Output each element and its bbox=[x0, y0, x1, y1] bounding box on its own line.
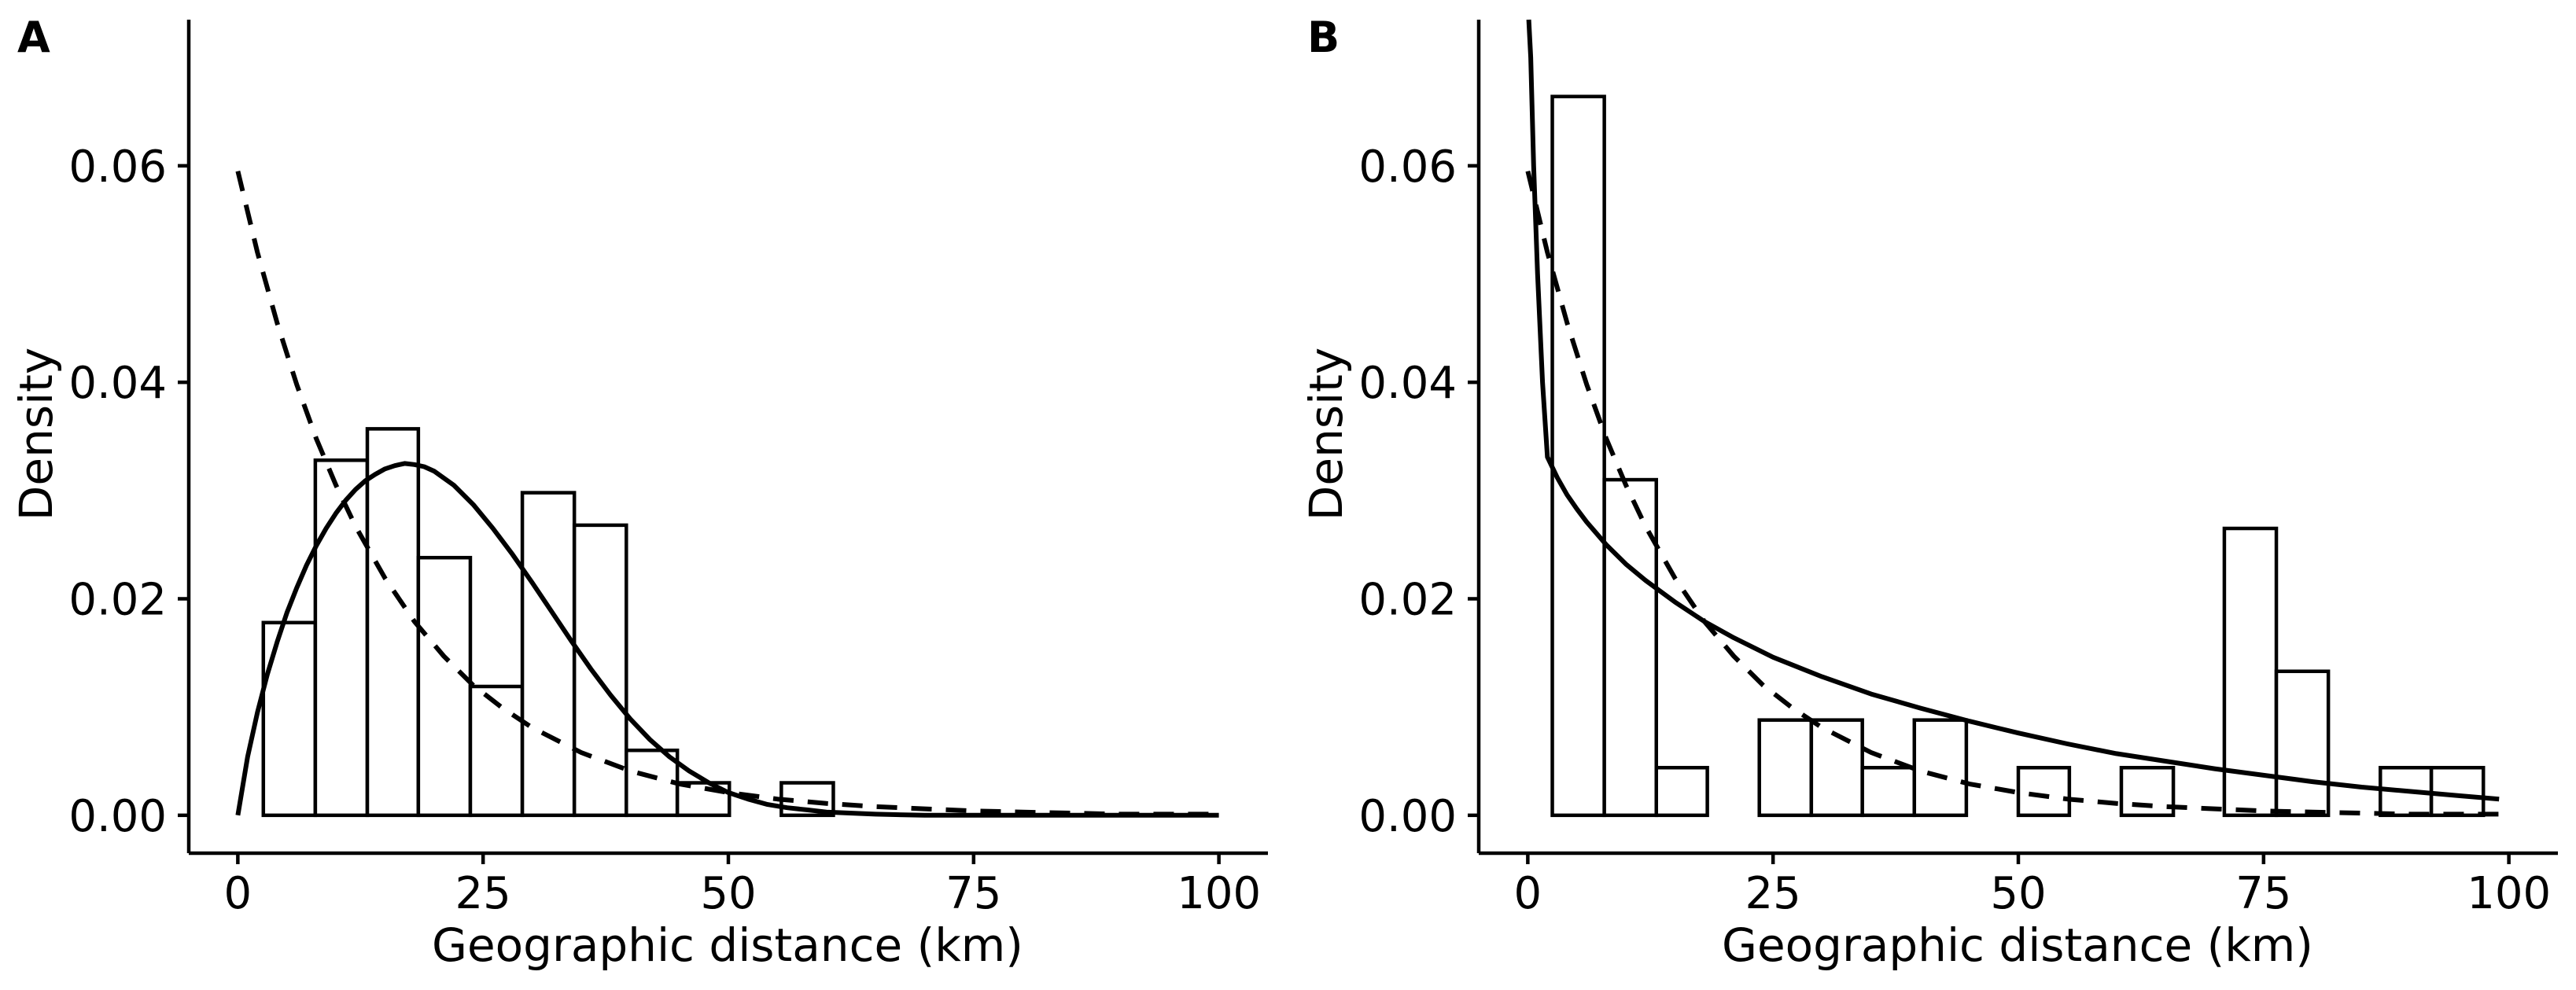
panel-b-bar-0 bbox=[1550, 94, 1606, 818]
panel-b-curve-solid bbox=[1526, 19, 2500, 802]
panel-b-xtick-label-2: 50 bbox=[1990, 868, 2046, 919]
panel-b-ytick-label-0: 0.00 bbox=[1358, 791, 1457, 842]
panel-b-xtick-label-0: 0 bbox=[1514, 868, 1542, 919]
panel-a-curves bbox=[235, 170, 1219, 818]
panel-b-xlabel: Geographic distance (km) bbox=[1722, 918, 2313, 972]
panel-b-label: B bbox=[1307, 13, 1340, 62]
panel-a-xtick-label-1: 25 bbox=[455, 868, 511, 919]
panel-a-bar-1 bbox=[313, 458, 370, 818]
panel-b-bar-11 bbox=[2119, 765, 2176, 818]
panel-b-bar-2 bbox=[1654, 765, 1709, 818]
panel-b-curve-dashed bbox=[1525, 170, 2500, 817]
panel-b-bars bbox=[1550, 94, 2486, 818]
panel-b-ylabel: Density bbox=[1299, 348, 1353, 521]
panel-b-ytick-label-2: 0.04 bbox=[1358, 358, 1457, 409]
panel-a-label: A bbox=[17, 13, 50, 62]
panel-b-ticks: 0.00 0.02 0.04 0.06 0 25 50 75 100 bbox=[1358, 142, 2551, 919]
panel-b-ytick-label-1: 0.02 bbox=[1358, 574, 1457, 625]
panel-a-curve-dashed bbox=[235, 170, 1219, 817]
panel-b-bar-4 bbox=[1757, 718, 1814, 818]
panel-b-xtick-label-3: 75 bbox=[2235, 868, 2291, 919]
panel-b-bar-7 bbox=[1912, 718, 1969, 818]
panel-a-bar-7 bbox=[625, 748, 680, 818]
panel-a-bar-8 bbox=[675, 781, 732, 818]
panel-a-bar-6 bbox=[572, 523, 628, 818]
panel-a-xtick-label-0: 0 bbox=[224, 868, 252, 919]
panel-a-xtick-label-2: 50 bbox=[700, 868, 756, 919]
panel-a-bar-4 bbox=[468, 684, 525, 818]
panel-a-ytick-label-1: 0.02 bbox=[68, 574, 167, 625]
panel-b-bar-17 bbox=[2429, 765, 2486, 818]
panel-b-curves bbox=[1525, 19, 2500, 817]
panel-b-axes bbox=[1476, 20, 2558, 856]
panel-a-bar-3 bbox=[416, 555, 473, 818]
panel-b-ytick-label-3: 0.06 bbox=[1358, 142, 1457, 193]
panel-b-xtick-label-1: 25 bbox=[1745, 868, 1801, 919]
panel-b-bar-1 bbox=[1602, 477, 1659, 818]
panel-a-ytick-label-3: 0.06 bbox=[68, 142, 167, 193]
panel-a-xtick-label-4: 100 bbox=[1177, 868, 1261, 919]
panel-a-xlabel: Geographic distance (km) bbox=[432, 918, 1023, 972]
panel-b-bar-6 bbox=[1860, 765, 1917, 818]
panel-a-ticks: 0.00 0.02 0.04 0.06 0 25 50 75 100 bbox=[68, 142, 1261, 919]
panel-a-ylabel: Density bbox=[9, 348, 63, 521]
panel-a-ytick-label-0: 0.00 bbox=[68, 791, 167, 842]
panel-b-bar-14 bbox=[2274, 669, 2331, 818]
panel-a-bar-0 bbox=[261, 620, 318, 818]
panel-a-bar-5 bbox=[520, 491, 577, 818]
panel-b: B Density Geographic distance (km) 0.000… bbox=[1299, 13, 2558, 972]
panel-a-curve-solid bbox=[235, 461, 1219, 818]
panel-a-axes bbox=[186, 20, 1268, 856]
panel-a-bars bbox=[261, 427, 835, 818]
panel-b-xtick-label-4: 100 bbox=[2467, 868, 2551, 919]
panel-a-bar-2 bbox=[365, 427, 421, 818]
panel-a: A Density Geographic distance (km) 0.000… bbox=[9, 13, 1268, 972]
panel-a-ytick-label-2: 0.04 bbox=[68, 358, 167, 409]
panel-b-bar-9 bbox=[2016, 765, 2072, 818]
panel-b-bar-13 bbox=[2222, 526, 2279, 818]
panel-a-xtick-label-3: 75 bbox=[945, 868, 1001, 919]
